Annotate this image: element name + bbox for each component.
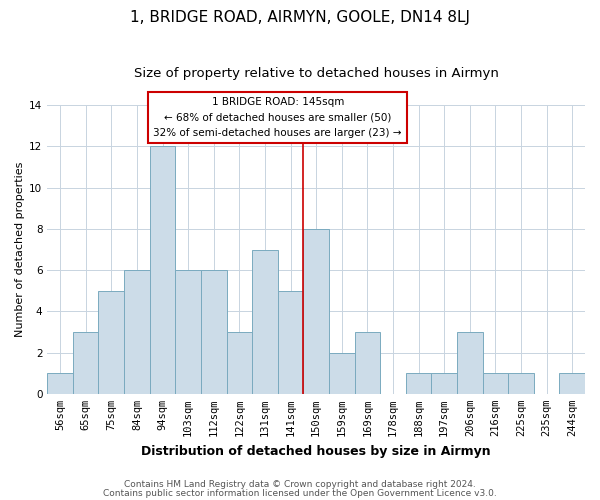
Y-axis label: Number of detached properties: Number of detached properties <box>15 162 25 337</box>
Bar <box>431 373 457 394</box>
Bar <box>406 373 431 394</box>
Text: Contains HM Land Registry data © Crown copyright and database right 2024.: Contains HM Land Registry data © Crown c… <box>124 480 476 489</box>
Bar <box>329 352 355 394</box>
Bar <box>73 332 98 394</box>
Bar <box>482 373 508 394</box>
Bar <box>457 332 482 394</box>
Bar <box>98 291 124 394</box>
Text: Contains public sector information licensed under the Open Government Licence v3: Contains public sector information licen… <box>103 488 497 498</box>
Title: Size of property relative to detached houses in Airmyn: Size of property relative to detached ho… <box>134 68 499 80</box>
Bar <box>355 332 380 394</box>
Bar <box>150 146 175 394</box>
Text: 1 BRIDGE ROAD: 145sqm
← 68% of detached houses are smaller (50)
32% of semi-deta: 1 BRIDGE ROAD: 145sqm ← 68% of detached … <box>154 97 402 138</box>
X-axis label: Distribution of detached houses by size in Airmyn: Distribution of detached houses by size … <box>142 444 491 458</box>
Bar <box>227 332 252 394</box>
Bar <box>559 373 585 394</box>
Bar <box>278 291 304 394</box>
Bar <box>508 373 534 394</box>
Bar <box>304 229 329 394</box>
Bar <box>47 373 73 394</box>
Bar <box>201 270 227 394</box>
Bar <box>175 270 201 394</box>
Text: 1, BRIDGE ROAD, AIRMYN, GOOLE, DN14 8LJ: 1, BRIDGE ROAD, AIRMYN, GOOLE, DN14 8LJ <box>130 10 470 25</box>
Bar <box>252 250 278 394</box>
Bar <box>124 270 150 394</box>
